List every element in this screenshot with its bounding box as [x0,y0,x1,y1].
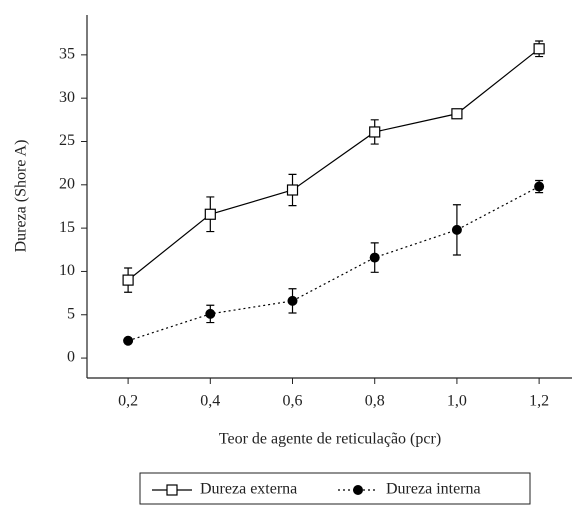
y-tick-label: 35 [59,46,75,63]
data-point [369,126,381,138]
x-tick-label: 0,6 [283,393,303,410]
legend-marker [166,484,178,496]
y-tick-label: 25 [59,132,75,149]
legend-label: Dureza externa [200,481,297,498]
x-axis-label: Teor de agente de reticulação (pcr) [219,431,441,448]
y-tick-label: 10 [59,262,75,279]
x-tick-label: 0,2 [118,393,138,410]
data-point [451,108,463,120]
y-axis-label: Dureza (Shore A) [13,140,30,253]
data-point [451,224,462,235]
legend-marker [353,485,363,495]
y-tick-label: 0 [67,349,75,366]
series-line [127,48,540,281]
y-tick-label: 20 [59,175,75,192]
data-point [287,295,298,306]
data-point [122,274,134,286]
x-tick-label: 0,4 [200,393,220,410]
series-line [127,186,540,342]
x-tick-label: 1,2 [529,393,549,410]
data-point [204,208,216,220]
data-point [286,184,299,196]
x-tick-label: 0,8 [365,393,385,410]
data-point [205,308,216,319]
data-point [369,252,380,263]
y-tick-label: 30 [59,89,75,106]
y-tick-label: 5 [67,305,75,322]
x-tick-label: 1,0 [447,393,467,410]
data-point [123,335,134,346]
legend-label: Dureza interna [386,481,481,498]
data-point [534,181,545,192]
legend-box [139,472,531,505]
data-point [533,43,545,55]
y-tick-label: 15 [59,219,75,236]
